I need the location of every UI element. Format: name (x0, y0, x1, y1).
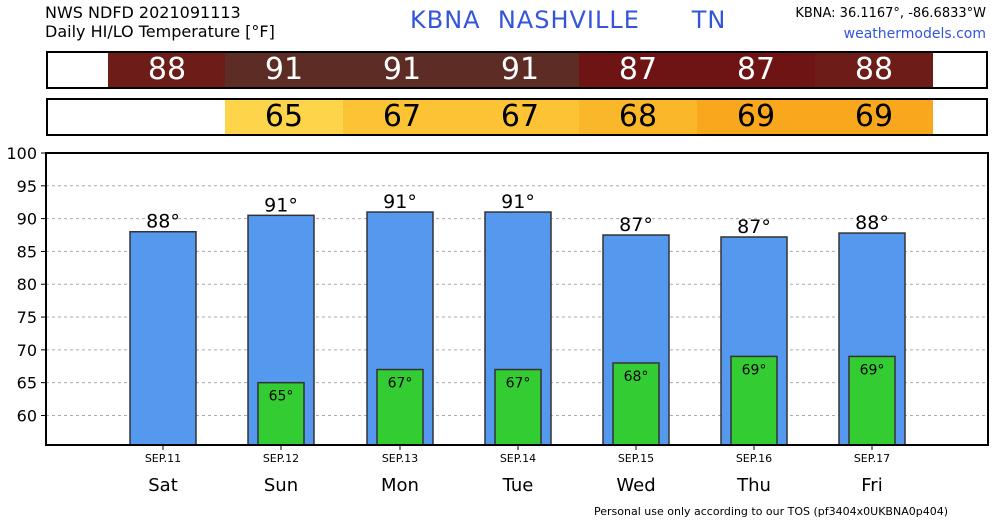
header-left: NWS NDFD 2021091113 Daily HI/LO Temperat… (45, 3, 275, 41)
date-label-sat: SEP.11 (145, 452, 181, 465)
high-temp-cell-tue: 91 (461, 53, 579, 87)
high-temp-cell-mon: 91 (343, 53, 461, 87)
high-label-mon: 91° (383, 191, 417, 213)
date-label-thu: SEP.16 (736, 452, 772, 465)
low-label-thu: 69° (742, 362, 767, 378)
state-code: TN (691, 6, 727, 34)
plot-frame (45, 152, 989, 446)
high-bar-sat (129, 230, 197, 446)
y-tick-label-90: 90 (17, 210, 37, 229)
low-bar-mon (376, 368, 424, 446)
city-name: NASHVILLE (497, 6, 640, 34)
tos-notice: Personal use only according to our TOS (… (594, 505, 948, 518)
low-label-fri: 69° (860, 362, 885, 378)
high-temp-cell-sat: 88 (108, 53, 226, 87)
low-temp-cell-sun: 65 (225, 100, 343, 134)
coordinates-label: KBNA: 36.1167°, -86.6833°W (795, 6, 986, 21)
day-label-wed: Wed (616, 475, 655, 496)
y-tick-label-60: 60 (17, 406, 37, 425)
model-run-label: NWS NDFD 2021091113 (45, 3, 241, 22)
low-bar-tue (494, 368, 542, 446)
date-label-wed: SEP.15 (618, 452, 654, 465)
low-bar-fri (848, 355, 896, 446)
high-temp-cell-fri: 88 (815, 53, 933, 87)
low-label-mon: 67° (388, 376, 413, 392)
low-temp-cell-fri: 69 (815, 100, 933, 134)
low-label-sun: 65° (269, 389, 294, 405)
y-tick-label-85: 85 (17, 242, 37, 261)
low-bar-thu (730, 355, 778, 446)
low-temp-cell-tue: 67 (461, 100, 579, 134)
low-temp-strip: 65 67 67 68 69 69 (46, 98, 988, 136)
high-label-tue: 91° (501, 191, 535, 213)
low-label-wed: 68° (624, 369, 649, 385)
low-label-tue: 67° (506, 376, 531, 392)
date-label-mon: SEP.13 (382, 452, 418, 465)
y-tick-label-100: 100 (6, 145, 37, 163)
header-right: KBNA: 36.1167°, -86.6833°W weathermodels… (795, 4, 986, 44)
station-title: KBNA NASHVILLE TN (410, 6, 726, 34)
high-label-sun: 91° (264, 194, 298, 216)
temperature-bar-chart: 60 65 70 75 80 85 90 95 100 88° SEP.11 Sat 91° 65° SEP… (6, 145, 989, 496)
date-label-tue: SEP.14 (500, 452, 536, 465)
high-temp-strip: 88 91 91 91 87 87 88 (46, 51, 988, 89)
low-temp-cell-wed: 68 (579, 100, 697, 134)
day-label-tue: Tue (502, 475, 534, 496)
date-label-fri: SEP.17 (854, 452, 890, 465)
product-label: Daily HI/LO Temperature [°F] (45, 22, 275, 41)
day-label-sat: Sat (148, 475, 178, 496)
low-temp-cell-thu: 69 (697, 100, 815, 134)
day-label-fri: Fri (861, 475, 882, 496)
date-label-sun: SEP.12 (263, 452, 299, 465)
y-tick-label-95: 95 (17, 177, 37, 196)
high-label-fri: 88° (855, 212, 889, 234)
high-temp-cell-wed: 87 (579, 53, 697, 87)
day-label-thu: Thu (736, 475, 771, 496)
day-label-mon: Mon (381, 475, 419, 496)
y-tick-label-65: 65 (17, 374, 37, 393)
high-label-wed: 87° (619, 214, 653, 236)
y-tick-label-80: 80 (17, 275, 37, 294)
y-tick-label-70: 70 (17, 341, 37, 360)
high-temp-cell-sun: 91 (225, 53, 343, 87)
low-temp-cell-mon: 67 (343, 100, 461, 134)
site-link[interactable]: weathermodels.com (843, 26, 986, 42)
high-temp-cell-thu: 87 (697, 53, 815, 87)
low-temp-cell-sat (108, 100, 226, 134)
day-label-sun: Sun (264, 475, 298, 496)
station-id: KBNA (410, 6, 481, 34)
high-label-sat: 88° (146, 211, 180, 233)
y-tick-label-75: 75 (17, 308, 37, 327)
high-label-thu: 87° (737, 216, 771, 238)
